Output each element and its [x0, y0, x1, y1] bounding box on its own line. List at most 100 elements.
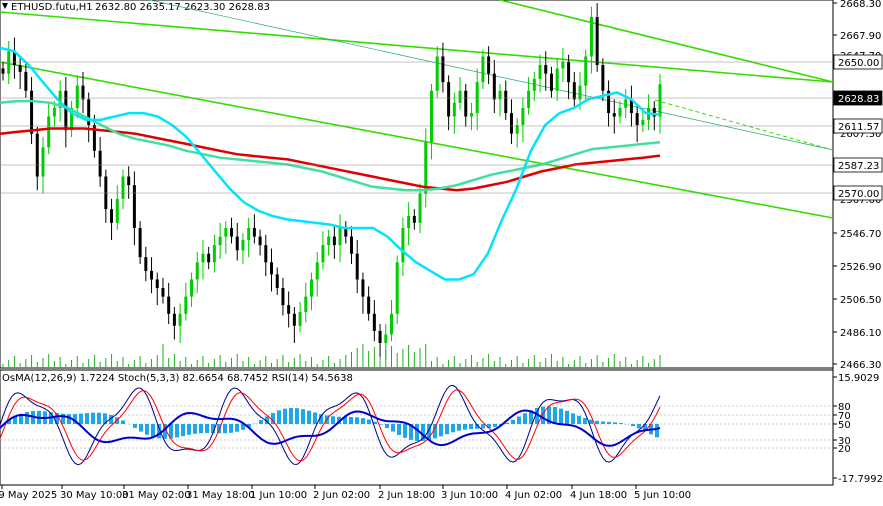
candle-body	[419, 194, 422, 223]
candle-body	[436, 56, 439, 90]
candle-body	[310, 279, 313, 296]
osma-bar	[355, 417, 359, 424]
candle-body	[556, 68, 559, 90]
candle-body	[76, 86, 79, 108]
candle-body	[201, 254, 204, 263]
osma-bar	[145, 424, 149, 435]
candle-body	[390, 314, 393, 335]
symbol-title: ETHUSD.futu,H1	[11, 2, 93, 13]
osma-bar	[175, 424, 179, 437]
candle-body	[447, 82, 450, 116]
osma-bar	[349, 417, 353, 424]
osma-bar	[457, 424, 461, 431]
time-tick-label: 5 Jun 10:00	[634, 490, 691, 501]
candle-body	[459, 91, 462, 103]
candle-body	[253, 228, 256, 237]
price-level-value: 2650.00	[838, 58, 879, 69]
candle-body	[550, 74, 553, 91]
candle-body	[241, 240, 244, 250]
osma-bar	[235, 424, 239, 432]
osma-bar	[367, 420, 371, 424]
candle-body	[533, 79, 536, 91]
price-tick-label: 2667.90	[840, 31, 881, 42]
osma-bar	[277, 410, 281, 424]
osma-bar	[205, 424, 209, 433]
candle-body	[441, 56, 444, 82]
osma-bar	[121, 420, 125, 424]
osma-bar	[511, 420, 515, 424]
candle-body	[150, 271, 153, 280]
symbol-header: ETHUSD.futu,H1 2632.80 2635.17 2623.30 2…	[2, 2, 270, 13]
osma-bar	[307, 411, 311, 424]
candle-body	[299, 312, 302, 326]
osma-bar	[523, 413, 527, 424]
candle-body	[184, 297, 187, 314]
osma-bar	[583, 418, 587, 424]
candle-body	[7, 51, 10, 73]
osma-bar	[403, 424, 407, 438]
candle-body	[333, 237, 336, 246]
time-tick-label: 31 May 02:00	[122, 490, 191, 501]
candle-body	[384, 334, 387, 343]
osma-bar	[571, 413, 575, 424]
candle-body	[121, 177, 124, 199]
candle-body	[53, 108, 56, 117]
candle-body	[641, 120, 644, 125]
candle-body	[413, 216, 416, 223]
candle-body	[539, 65, 542, 79]
candle-body	[87, 99, 90, 125]
osma-bar	[469, 424, 473, 429]
candle-body	[161, 288, 164, 297]
candle-body	[476, 82, 479, 113]
candle-body	[293, 314, 296, 326]
indicator-tick-label: 15.9029	[838, 373, 879, 384]
candle-body	[316, 262, 319, 279]
time-tick-label: 30 May 10:00	[60, 490, 129, 501]
candle-body	[367, 297, 370, 314]
candle-body	[247, 228, 250, 240]
candle-body	[173, 314, 176, 326]
osma-bar	[595, 421, 599, 424]
osma-bar	[517, 417, 521, 424]
osma-bar	[601, 421, 605, 424]
osma-bar	[139, 424, 143, 432]
price-level-value: 2570.00	[838, 189, 879, 200]
price-panel[interactable]	[0, 0, 833, 368]
osma-bar	[415, 424, 419, 441]
candle-body	[281, 288, 284, 305]
candle-body	[579, 86, 582, 100]
candle-body	[516, 125, 519, 134]
candle-body	[224, 228, 227, 237]
candle-body	[196, 262, 199, 279]
price-tick-label: 2466.30	[840, 360, 881, 371]
candle-body	[190, 279, 193, 296]
candle-body	[19, 65, 22, 72]
candle-body	[156, 279, 159, 288]
candle-body	[133, 185, 136, 228]
candle-body	[213, 245, 216, 262]
candle-body	[430, 91, 433, 142]
osma-bar	[565, 411, 569, 424]
osma-bar	[193, 424, 197, 434]
osma-bar	[481, 424, 485, 428]
candle-body	[24, 72, 27, 91]
candle-body	[259, 237, 262, 246]
candle-body	[276, 274, 279, 288]
osma-bar	[631, 424, 635, 426]
candle-body	[361, 279, 364, 296]
candle-body	[219, 237, 222, 246]
osma-bar	[229, 424, 233, 433]
osma-bar	[313, 412, 317, 424]
osma-bar	[397, 424, 401, 435]
osma-bar	[223, 424, 227, 433]
osma-bar	[181, 424, 185, 436]
osma-bar	[361, 418, 365, 424]
candle-body	[624, 99, 627, 108]
time-tick-label: 1 Jun 10:00	[250, 490, 307, 501]
osma-bar	[301, 409, 305, 424]
candle-body	[573, 82, 576, 99]
osma-bar	[79, 414, 83, 424]
osma-bar	[553, 407, 557, 424]
